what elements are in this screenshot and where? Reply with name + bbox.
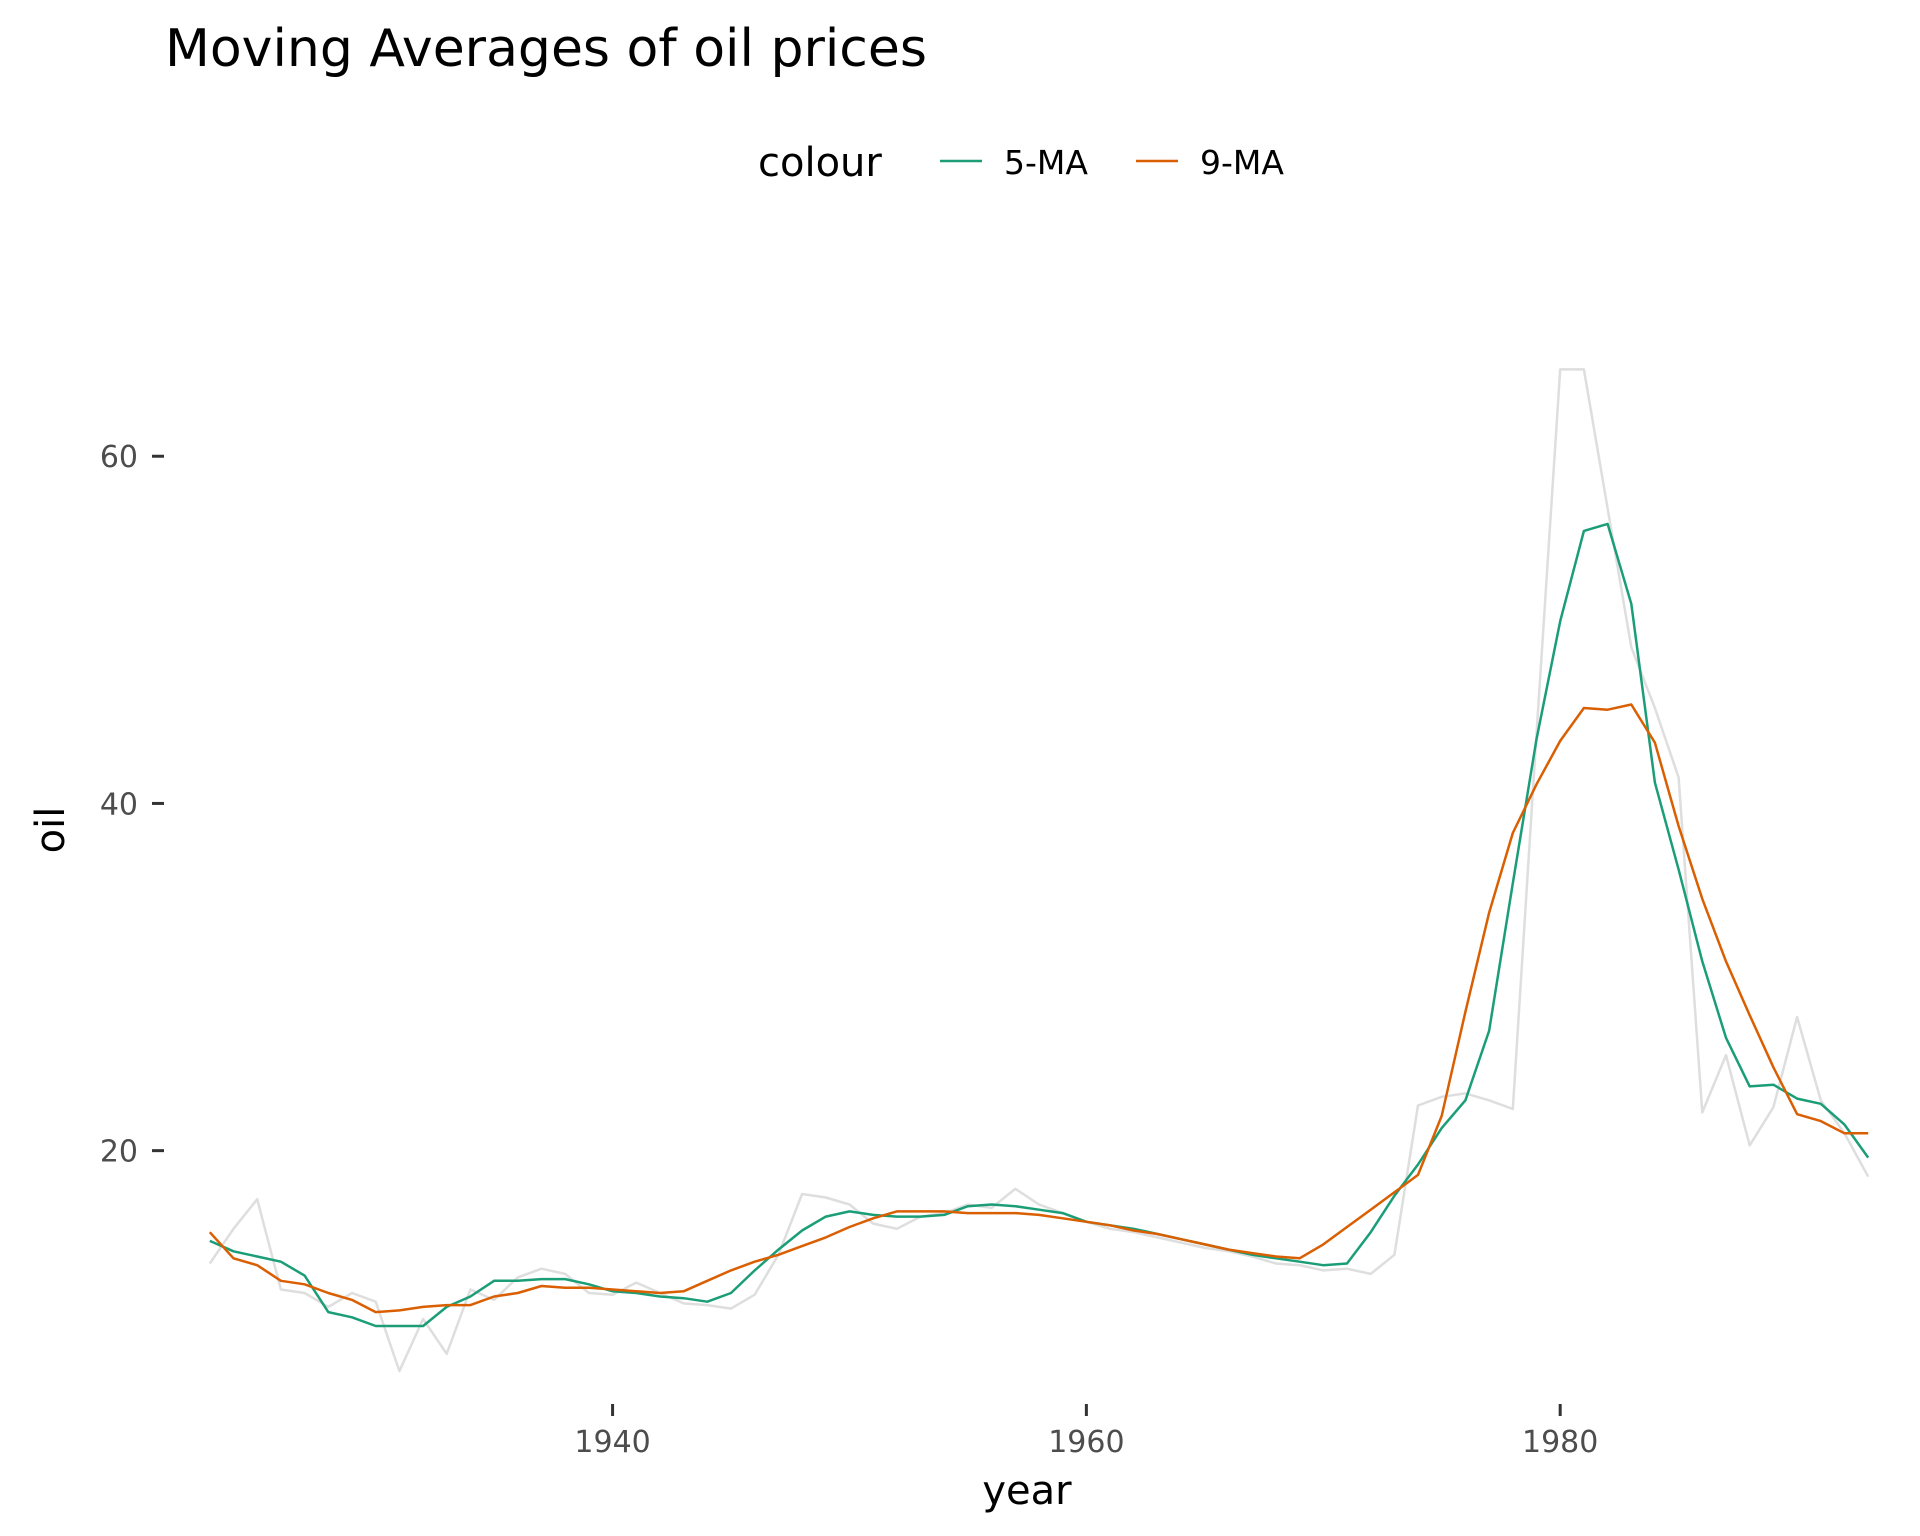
y-tick-label-60: 60 <box>100 440 138 475</box>
x-tick-label-1960: 1960 <box>1048 1425 1124 1460</box>
y-tick-label-20: 20 <box>100 1135 138 1170</box>
legend: colour 5-MA 9-MA <box>758 140 1284 186</box>
x-tick-label-1980: 1980 <box>1522 1425 1598 1460</box>
plot-area <box>208 368 1870 1373</box>
chart-title: Moving Averages of oil prices <box>165 19 927 79</box>
legend-title: colour <box>758 140 882 186</box>
x-axis: 1940 1960 1980 <box>574 1404 1598 1460</box>
x-tick-label-1940: 1940 <box>574 1425 650 1460</box>
series-line-5-ma <box>209 522 1870 1328</box>
series-line-raw-oil <box>208 368 1870 1373</box>
x-axis-title: year <box>982 1468 1072 1514</box>
y-axis-title: oil <box>28 807 74 854</box>
legend-label-5-ma: 5-MA <box>1004 143 1088 182</box>
series-line-9-ma <box>208 703 1869 1314</box>
y-tick-label-40: 40 <box>100 787 138 822</box>
legend-label-9-ma: 9-MA <box>1200 143 1284 182</box>
y-axis: 20 40 60 <box>100 440 164 1170</box>
